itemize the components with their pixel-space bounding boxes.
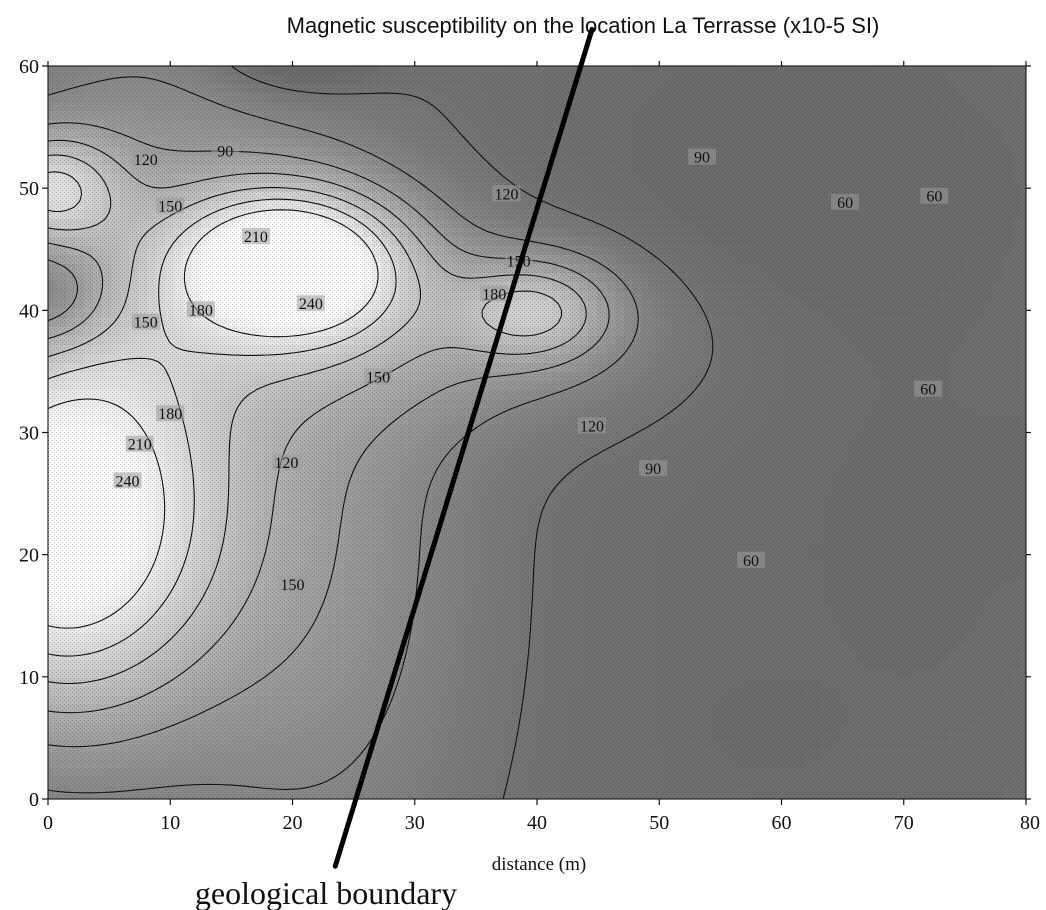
contour-150 bbox=[48, 139, 587, 714]
x-tick-label: 50 bbox=[649, 812, 669, 834]
contour-label: 210 bbox=[128, 437, 152, 454]
contour-label: 210 bbox=[244, 229, 268, 246]
x-axis: 0 10 20 30 40 50 60 70 80 bbox=[43, 61, 1040, 834]
geological-boundary-line bbox=[332, 26, 595, 869]
y-tick-label: 10 bbox=[19, 667, 39, 689]
contour-label: 120 bbox=[494, 186, 518, 203]
contour-label: 60 bbox=[837, 195, 853, 212]
contour-120 bbox=[48, 122, 610, 748]
contour-label: 240 bbox=[115, 473, 139, 490]
y-tick-label: 20 bbox=[19, 545, 39, 567]
contour-label-bg bbox=[272, 454, 301, 471]
contour-label: 60 bbox=[743, 553, 759, 570]
contour-lines bbox=[48, 66, 714, 799]
x-tick-label: 40 bbox=[527, 812, 547, 834]
y-tick-label: 40 bbox=[19, 300, 39, 322]
contour-90 bbox=[48, 76, 639, 794]
contour-label: 60 bbox=[926, 189, 942, 206]
contour-label-bg bbox=[156, 197, 185, 214]
contour-label-bg bbox=[131, 151, 160, 168]
contour-label-bg bbox=[914, 380, 943, 397]
contour-label: 150 bbox=[158, 198, 182, 215]
x-tick-label: 10 bbox=[160, 812, 180, 834]
contour-label-bg bbox=[578, 417, 607, 434]
contour-210 bbox=[48, 171, 397, 657]
x-tick-label: 80 bbox=[1020, 812, 1040, 834]
y-axis: 0 10 20 30 40 50 60 bbox=[19, 56, 1031, 811]
x-tick-label: 30 bbox=[405, 812, 425, 834]
contour-label: 180 bbox=[189, 302, 213, 319]
contour-label-bg bbox=[296, 295, 325, 312]
x-tick-label: 70 bbox=[894, 812, 914, 834]
contour-label-bg bbox=[492, 185, 521, 202]
geological-boundary-label: geological boundary bbox=[195, 875, 457, 910]
contour-label: 90 bbox=[217, 144, 233, 161]
contour-label: 150 bbox=[366, 370, 390, 387]
contour-label-bg bbox=[186, 301, 215, 318]
contour-label-bg bbox=[125, 435, 154, 452]
contour-label: 150 bbox=[134, 315, 158, 332]
x-tick-label: 0 bbox=[43, 812, 53, 834]
contour-label-bg bbox=[480, 285, 509, 302]
contour-label-bg bbox=[278, 576, 307, 593]
contour-label: 150 bbox=[281, 577, 305, 594]
contour-label-bg bbox=[113, 472, 142, 489]
contour-label: 60 bbox=[920, 382, 936, 399]
contour-label-bg bbox=[831, 193, 860, 210]
contour-label: 180 bbox=[158, 406, 182, 423]
contour-label: 90 bbox=[645, 461, 661, 478]
x-tick-label: 60 bbox=[772, 812, 792, 834]
contour-180 bbox=[48, 154, 563, 685]
contour-label-bg bbox=[688, 148, 717, 165]
contour-label-bg bbox=[156, 405, 185, 422]
contour-label: 120 bbox=[134, 152, 158, 169]
y-tick-label: 30 bbox=[19, 423, 39, 445]
contour-label: 120 bbox=[274, 455, 298, 472]
y-tick-label: 50 bbox=[19, 178, 39, 200]
y-tick-label: 0 bbox=[29, 789, 39, 811]
y-tick-label: 60 bbox=[19, 56, 39, 78]
plot-area: 120 90 150 210 240 180 150 120 150 180 150 180 210 24… bbox=[47, 65, 1027, 800]
contour-label-bg bbox=[131, 313, 160, 330]
x-tick-label: 20 bbox=[283, 812, 303, 834]
contour-label-bg bbox=[241, 228, 270, 245]
contour-label: 90 bbox=[694, 150, 710, 167]
x-axis-label: distance (m) bbox=[492, 854, 586, 875]
chart-title: Magnetic susceptibility on the location … bbox=[287, 13, 880, 38]
contour-60 bbox=[231, 66, 714, 799]
contour-label-bg bbox=[736, 551, 765, 568]
contour-label: 180 bbox=[482, 286, 506, 303]
contour-label: 240 bbox=[299, 296, 323, 313]
contour-labels: 120 90 150 210 240 180 150 120 150 180 150 180 210 24… bbox=[113, 142, 949, 594]
contour-label-bg bbox=[211, 142, 240, 159]
contour-label-bg bbox=[364, 368, 393, 385]
contour-label-bg bbox=[920, 187, 949, 204]
contour-label: 120 bbox=[580, 418, 604, 435]
contour-label-bg bbox=[639, 460, 668, 477]
